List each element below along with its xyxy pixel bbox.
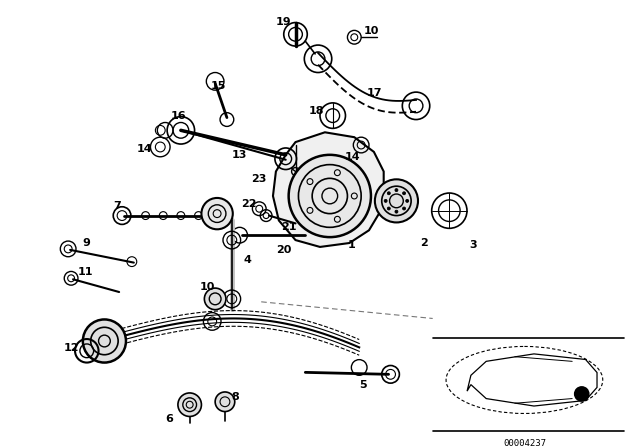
- Circle shape: [403, 207, 406, 210]
- Text: 16: 16: [171, 111, 187, 121]
- Text: 6: 6: [165, 414, 173, 424]
- Circle shape: [289, 155, 371, 237]
- Text: 1: 1: [348, 240, 355, 250]
- Text: 10: 10: [364, 26, 380, 36]
- Circle shape: [215, 392, 235, 412]
- Text: 5: 5: [359, 380, 367, 390]
- Circle shape: [387, 207, 390, 210]
- Circle shape: [202, 198, 233, 229]
- Circle shape: [406, 199, 409, 202]
- Text: 20: 20: [276, 245, 291, 255]
- Text: 8: 8: [232, 392, 239, 402]
- Text: 00004237: 00004237: [503, 439, 546, 448]
- Circle shape: [375, 179, 418, 223]
- Circle shape: [384, 199, 387, 202]
- Text: 12: 12: [63, 343, 79, 353]
- Circle shape: [395, 189, 398, 192]
- Circle shape: [395, 210, 398, 213]
- Text: 14: 14: [344, 152, 360, 162]
- Text: 10: 10: [200, 282, 215, 292]
- Text: 7: 7: [113, 201, 121, 211]
- Text: 17: 17: [367, 88, 383, 98]
- Text: 13: 13: [232, 150, 247, 160]
- Text: 4: 4: [244, 254, 252, 265]
- Text: 2: 2: [420, 238, 428, 248]
- Text: 22: 22: [242, 199, 257, 209]
- Text: 11: 11: [78, 267, 93, 277]
- Circle shape: [387, 192, 390, 195]
- Circle shape: [178, 393, 202, 417]
- Text: 21: 21: [281, 222, 296, 233]
- Circle shape: [83, 319, 126, 362]
- Text: 9: 9: [83, 238, 91, 248]
- Text: 19: 19: [276, 17, 292, 26]
- Text: 3: 3: [469, 240, 477, 250]
- Text: 18: 18: [308, 106, 324, 116]
- Text: 14: 14: [137, 144, 152, 154]
- Circle shape: [574, 386, 589, 402]
- Circle shape: [204, 288, 226, 310]
- Text: 23: 23: [252, 174, 267, 184]
- Polygon shape: [273, 132, 384, 247]
- Text: 15: 15: [211, 81, 226, 91]
- Circle shape: [403, 192, 406, 195]
